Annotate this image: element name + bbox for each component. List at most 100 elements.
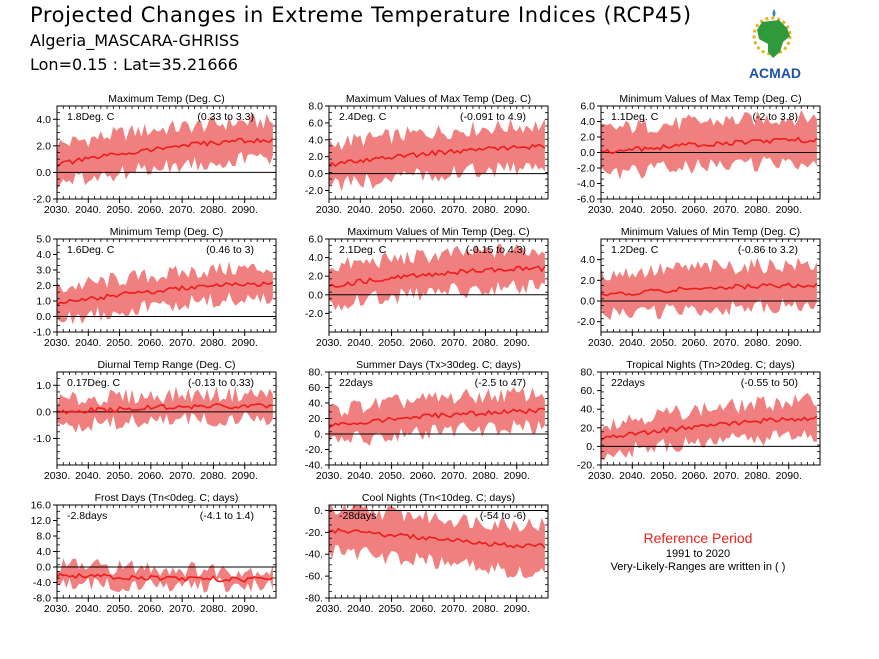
y-tick-label: -2.0 bbox=[305, 185, 323, 197]
y-tick-label: 4.0 bbox=[36, 546, 51, 558]
y-tick-label: -2.0 bbox=[577, 163, 595, 175]
x-tick-label: 2040. bbox=[75, 470, 101, 482]
x-tick-label: 2060. bbox=[682, 470, 708, 482]
panel-title: Maximum Temp (Deg. C) bbox=[108, 93, 225, 105]
y-tick-label: 4.0 bbox=[308, 252, 323, 264]
y-tick-label: -4.0 bbox=[33, 577, 51, 589]
x-tick-label: 2080. bbox=[200, 470, 226, 482]
median-line bbox=[56, 137, 274, 167]
y-tick-label: -40. bbox=[305, 549, 323, 561]
y-tick-label: -20. bbox=[577, 460, 595, 472]
x-tick-label: 2070. bbox=[441, 603, 467, 615]
panel-title: Minimum Values of Min Temp (Deg. C) bbox=[621, 226, 800, 238]
x-tick-label: 2060. bbox=[138, 204, 164, 216]
chart-panel: -2.0 0.0 2.0 4.0 6.0 8.0 2030. 2040. 2050. 2060. 2… bbox=[305, 93, 549, 216]
x-tick-label: 2040. bbox=[347, 470, 373, 482]
x-tick-label: 2050. bbox=[378, 603, 404, 615]
likely-range-band bbox=[601, 109, 817, 180]
panel-title: Summer Days (Tx>30deg. C; days) bbox=[356, 359, 521, 371]
x-tick-label: 2060. bbox=[410, 603, 436, 615]
y-tick-label: 20. bbox=[580, 422, 595, 434]
x-tick-label: 2040. bbox=[619, 470, 645, 482]
y-tick-label: 4.0 bbox=[36, 249, 51, 261]
x-tick-label: 2070. bbox=[713, 204, 739, 216]
page-title: Projected Changes in Extreme Temperature… bbox=[30, 3, 692, 27]
chart-panel: -40. -20. 0. 20. 40. 60. 80. 2030. 2040. 2050. 206… bbox=[305, 359, 549, 482]
likely-range-band bbox=[329, 118, 545, 192]
x-tick-label: 2080. bbox=[472, 470, 498, 482]
y-tick-label: 0.0 bbox=[36, 167, 51, 179]
x-tick-label: 2090. bbox=[232, 204, 258, 216]
y-tick-label: 0.0 bbox=[580, 147, 595, 159]
panel-title: Maximum Values of Min Temp (Deg. C) bbox=[347, 226, 529, 238]
x-tick-label: 2070. bbox=[169, 204, 195, 216]
panel-likely-range: (0.46 to 3) bbox=[206, 244, 254, 256]
chart-panel: -1.0 0.0 1.0 2.0 3.0 4.0 5.0 2030. 2040. 2050. 206… bbox=[33, 226, 277, 349]
y-tick-label: 2.0 bbox=[308, 151, 323, 163]
y-tick-label: 0. bbox=[314, 505, 323, 517]
x-tick-label: 2050. bbox=[106, 470, 132, 482]
x-tick-label: 2070. bbox=[169, 337, 195, 349]
y-tick-label: 2.0 bbox=[580, 132, 595, 144]
x-tick-label: 2030. bbox=[44, 337, 70, 349]
x-tick-label: 2040. bbox=[75, 603, 101, 615]
panel-likely-range: (-0.091 to 4.9) bbox=[460, 111, 526, 123]
x-tick-label: 2060. bbox=[410, 204, 436, 216]
x-tick-label: 2050. bbox=[650, 470, 676, 482]
chart-panel: -20. 0. 20. 40. 60. 80. 2030. 2040. 2050. 2060. 20… bbox=[577, 359, 821, 482]
x-tick-label: 2060. bbox=[682, 337, 708, 349]
x-tick-label: 2060. bbox=[682, 204, 708, 216]
y-tick-label: 6.0 bbox=[580, 101, 595, 113]
panel-title: Diurnal Temp Range (Deg. C) bbox=[97, 359, 235, 371]
panel-median-value: 2.1Deg. C bbox=[339, 244, 387, 256]
x-tick-label: 2060. bbox=[138, 337, 164, 349]
x-tick-label: 2090. bbox=[504, 337, 530, 349]
y-tick-label: 80. bbox=[308, 367, 323, 379]
panel-likely-range: (-0.13 to 0.33) bbox=[188, 377, 254, 389]
panel-median-value: 22days bbox=[339, 377, 373, 389]
x-tick-label: 2070. bbox=[441, 204, 467, 216]
y-tick-label: 20. bbox=[308, 413, 323, 425]
chart-panel: -2.0 0.0 2.0 4.0 2030. 2040. 2050. 2060. 2070. 20… bbox=[33, 93, 277, 216]
panel-likely-range: (-2 to 3.8) bbox=[752, 111, 798, 123]
x-tick-label: 2030. bbox=[316, 470, 342, 482]
likely-range-band bbox=[57, 558, 273, 593]
logo-text: ACMAD bbox=[749, 65, 801, 81]
x-tick-label: 2090. bbox=[776, 470, 802, 482]
x-tick-label: 2070. bbox=[713, 337, 739, 349]
panel-likely-range: (-0.15 to 4.3) bbox=[466, 244, 526, 256]
x-tick-label: 2080. bbox=[472, 204, 498, 216]
x-tick-label: 2050. bbox=[378, 337, 404, 349]
y-tick-label: 8.0 bbox=[308, 101, 323, 113]
y-tick-label: 2.0 bbox=[36, 280, 51, 292]
y-tick-label: -80. bbox=[305, 593, 323, 605]
x-tick-label: 2030. bbox=[44, 204, 70, 216]
chart-panel: -2.0 0.0 2.0 4.0 2030. 2040. 2050. 2060. 2070. 20… bbox=[577, 226, 821, 349]
median-line bbox=[328, 143, 546, 168]
y-tick-label: 0.0 bbox=[36, 311, 51, 323]
panel-title: Minimum Values of Max Temp (Deg. C) bbox=[619, 93, 801, 105]
x-tick-label: 2080. bbox=[472, 337, 498, 349]
panel-title: Cool Nights (Tn<10deg. C; days) bbox=[362, 492, 515, 504]
x-tick-label: 2040. bbox=[619, 337, 645, 349]
y-tick-label: -2.0 bbox=[305, 308, 323, 320]
chart-panel: -6.0 -4.0 -2.0 0.0 2.0 4.0 6.0 2030. 2040. 2050. 2… bbox=[577, 93, 821, 216]
x-tick-label: 2040. bbox=[75, 204, 101, 216]
x-tick-label: 2090. bbox=[232, 337, 258, 349]
y-tick-label: -20. bbox=[305, 444, 323, 456]
median-line bbox=[600, 136, 818, 154]
panel-median-value: 2.4Deg. C bbox=[339, 111, 387, 123]
x-tick-label: 2050. bbox=[650, 204, 676, 216]
y-tick-label: -20. bbox=[305, 527, 323, 539]
x-tick-label: 2030. bbox=[44, 603, 70, 615]
chart-panel: -2.0 0.0 2.0 4.0 6.0 2030. 2040. 2050. 2060. 2070… bbox=[305, 226, 549, 349]
x-tick-label: 2070. bbox=[713, 470, 739, 482]
y-tick-label: 1.0 bbox=[36, 296, 51, 308]
likely-range-band bbox=[329, 505, 545, 579]
panel-likely-range: (-54 to -6) bbox=[480, 510, 526, 522]
y-tick-label: 2.0 bbox=[580, 275, 595, 287]
y-tick-label: 0.0 bbox=[580, 296, 595, 308]
x-tick-label: 2040. bbox=[619, 204, 645, 216]
x-tick-label: 2090. bbox=[776, 337, 802, 349]
